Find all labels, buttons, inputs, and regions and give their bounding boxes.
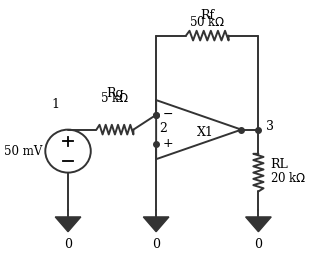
Text: 0: 0 xyxy=(64,238,72,251)
Text: 20 k$\Omega$: 20 k$\Omega$ xyxy=(270,171,306,185)
Polygon shape xyxy=(55,217,81,232)
Text: Rg: Rg xyxy=(106,87,124,100)
Text: 3: 3 xyxy=(266,120,274,133)
Text: 50 mV: 50 mV xyxy=(4,145,42,158)
Text: 2: 2 xyxy=(159,122,167,134)
Text: $-$: $-$ xyxy=(162,107,173,120)
Text: Rf: Rf xyxy=(200,9,214,22)
Text: 0: 0 xyxy=(152,238,160,251)
Text: 5 k$\Omega$: 5 k$\Omega$ xyxy=(100,92,129,106)
Text: RL: RL xyxy=(270,158,288,171)
Text: $+$: $+$ xyxy=(162,137,173,150)
Text: 50 k$\Omega$: 50 k$\Omega$ xyxy=(189,15,226,29)
Text: 1: 1 xyxy=(51,98,60,111)
Polygon shape xyxy=(143,217,169,232)
Text: 0: 0 xyxy=(254,238,262,251)
Polygon shape xyxy=(246,217,271,232)
Text: X1: X1 xyxy=(197,126,214,139)
